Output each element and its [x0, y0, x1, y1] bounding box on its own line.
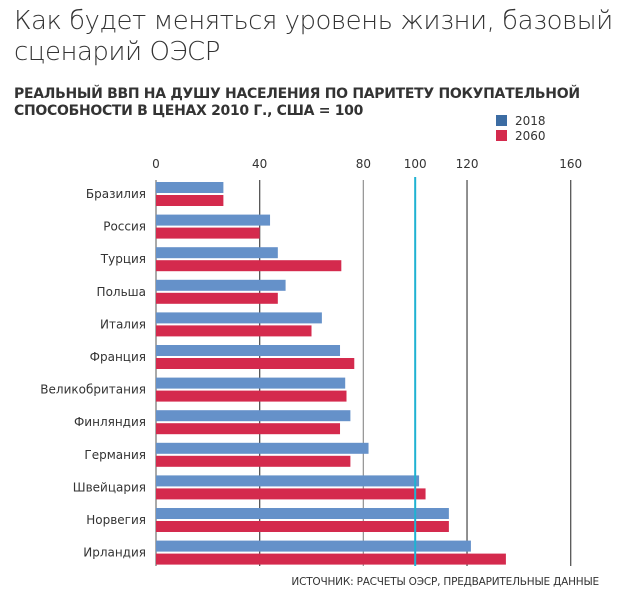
category-label-9: Швейцария [73, 480, 146, 494]
legend-item-2060: 2060 [496, 128, 546, 143]
legend-swatch-2060 [496, 130, 507, 141]
bar-2018-2 [156, 247, 278, 259]
bar-2060-10 [156, 521, 449, 532]
bar-2018-3 [156, 279, 286, 291]
category-label-0: Бразилия [86, 187, 146, 201]
bar-2060-7 [156, 423, 341, 435]
chart-title: Как будет меняться уровень жизни, базовы… [14, 6, 613, 67]
x-tick-label-40: 40 [252, 157, 267, 171]
category-label-3: Польша [97, 285, 146, 299]
bar-2060-5 [156, 358, 355, 369]
bar-2018-9 [156, 475, 420, 487]
legend-label-2060: 2060 [515, 128, 546, 143]
category-label-7: Финляндия [74, 415, 146, 429]
bar-2018-5 [156, 345, 341, 356]
legend: 2018 2060 [496, 113, 546, 143]
bar-2018-6 [156, 377, 346, 389]
legend-label-2018: 2018 [515, 113, 546, 128]
x-tick-label-160: 160 [559, 157, 582, 171]
bar-2060-4 [156, 325, 312, 337]
source-note: ИСТОЧНИК: РАСЧЕТЫ ОЭСР, ПРЕДВАРИТЕЛЬНЫЕ … [291, 576, 599, 588]
bar-2060-0 [156, 195, 224, 206]
bar-2060-2 [156, 260, 342, 272]
category-label-10: Норвегия [86, 513, 146, 527]
bar-2060-11 [156, 553, 506, 565]
bar-2018-7 [156, 410, 351, 422]
chart-subtitle: РЕАЛЬНЫЙ ВВП НА ДУШУ НАСЕЛЕНИЯ ПО ПАРИТЕ… [14, 86, 580, 119]
x-tick-label-120: 120 [456, 157, 479, 171]
legend-swatch-2018 [496, 115, 507, 126]
bar-2060-6 [156, 390, 347, 402]
bar-2060-9 [156, 488, 426, 500]
category-label-2: Турция [100, 252, 146, 266]
bar-2018-1 [156, 214, 271, 226]
category-label-6: Великобритания [40, 383, 146, 397]
category-label-8: Германия [84, 448, 146, 462]
bar-2018-8 [156, 442, 369, 454]
bar-2018-0 [156, 182, 224, 193]
x-tick-label-0: 0 [152, 157, 160, 171]
bar-2060-1 [156, 227, 260, 239]
bar-2018-10 [156, 508, 449, 519]
bar-2018-4 [156, 312, 322, 324]
legend-item-2018: 2018 [496, 113, 546, 128]
category-label-5: Франция [90, 350, 146, 364]
category-label-1: Россия [103, 220, 146, 234]
x-tick-label-100: 100 [404, 157, 427, 171]
x-tick-label-80: 80 [356, 157, 371, 171]
category-label-4: Италия [100, 317, 146, 331]
category-label-11: Ирландия [83, 546, 146, 560]
bar-2060-3 [156, 292, 278, 304]
bar-2018-11 [156, 540, 471, 552]
bar-2060-8 [156, 455, 351, 467]
